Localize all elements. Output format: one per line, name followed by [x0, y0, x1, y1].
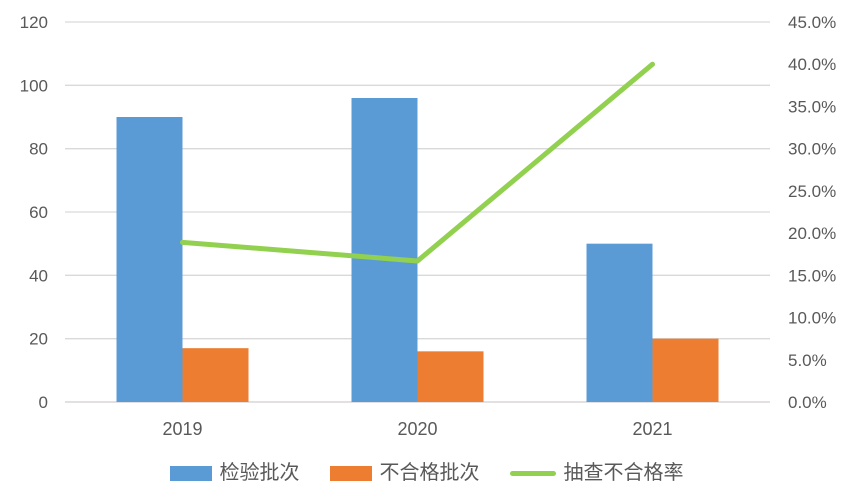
bar-inspection-2021 [586, 243, 653, 402]
right-axis-tick-label: 35.0% [788, 97, 836, 116]
right-axis-tick-label: 40.0% [788, 55, 836, 74]
bar-inspection-2020 [351, 98, 418, 402]
right-axis-tick-label: 20.0% [788, 224, 836, 243]
right-axis-tick-label: 15.0% [788, 266, 836, 285]
left-axis-tick-label: 80 [29, 140, 48, 159]
left-axis-tick-label: 100 [20, 76, 48, 95]
legend-label: 不合格批次 [379, 462, 480, 484]
legend-swatch-blue-bar [169, 465, 212, 481]
x-axis-category-label: 2020 [397, 419, 437, 439]
legend-swatch-orange-bar [329, 465, 372, 481]
x-axis-category-label: 2021 [632, 419, 672, 439]
left-axis-tick-label: 60 [29, 203, 48, 222]
legend-swatch-green-line [509, 470, 556, 476]
right-axis-tick-label: 0.0% [788, 393, 827, 412]
x-axis-category-label: 2019 [162, 419, 202, 439]
right-axis-tick-label: 45.0% [788, 13, 836, 32]
right-axis-tick-label: 5.0% [788, 351, 827, 370]
bar-failed-2019 [182, 348, 249, 402]
bar-failed-2021 [652, 338, 719, 402]
right-axis-tick-label: 25.0% [788, 182, 836, 201]
legend-item-failure-rate[interactable]: 抽查不合格率 [509, 462, 684, 484]
legend-item-inspection-batches[interactable]: 检验批次 [169, 462, 300, 484]
legend-label: 抽查不合格率 [563, 462, 684, 484]
chart-legend: 检验批次 不合格批次 抽查不合格率 [0, 458, 853, 488]
bar-failed-2020 [417, 351, 484, 402]
legend-label: 检验批次 [219, 462, 300, 484]
left-axis-tick-label: 20 [29, 330, 48, 349]
left-axis-tick-label: 0 [39, 393, 48, 412]
legend-item-failed-batches[interactable]: 不合格批次 [329, 462, 480, 484]
left-axis-tick-label: 40 [29, 266, 48, 285]
bar-inspection-2019 [116, 117, 183, 402]
right-axis-tick-label: 30.0% [788, 140, 836, 159]
right-axis-tick-label: 10.0% [788, 309, 836, 328]
failure-rate-line [180, 61, 655, 264]
left-axis-tick-label: 120 [20, 13, 48, 32]
